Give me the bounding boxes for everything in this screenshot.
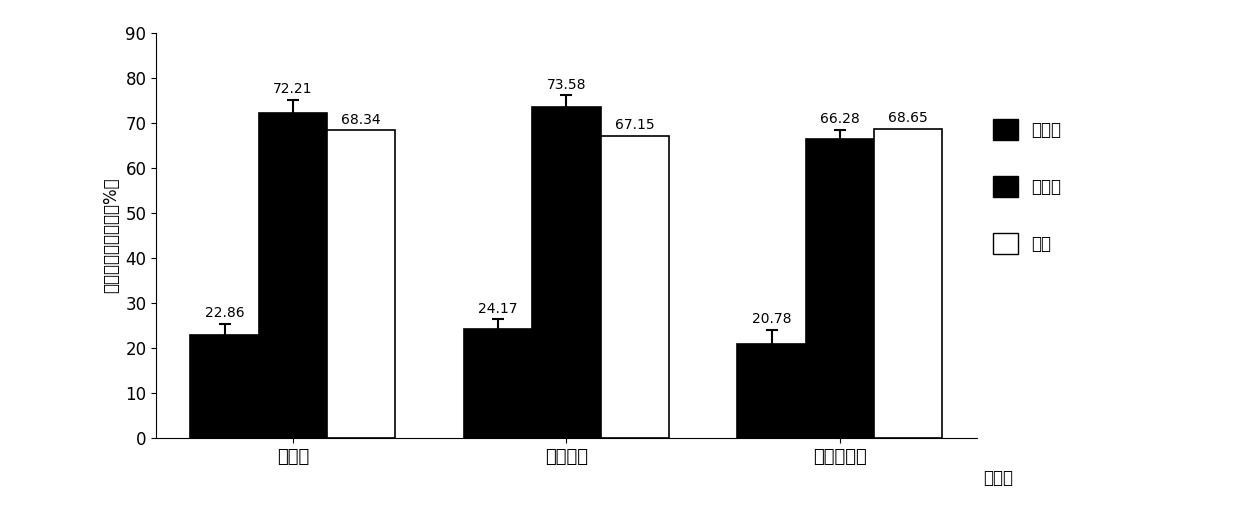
- Text: 试验区: 试验区: [984, 469, 1014, 487]
- Bar: [191, 335, 259, 438]
- Bar: [463, 329, 533, 438]
- Bar: [873, 129, 943, 438]
- Text: 20.78: 20.78: [752, 313, 792, 326]
- Bar: [533, 107, 601, 438]
- Text: 67.15: 67.15: [615, 118, 654, 132]
- Text: 66.28: 66.28: [820, 112, 860, 126]
- Bar: [259, 112, 327, 438]
- Text: 68.34: 68.34: [342, 112, 382, 127]
- Text: 72.21: 72.21: [273, 82, 312, 97]
- Text: 22.86: 22.86: [204, 306, 244, 320]
- Bar: [805, 139, 873, 438]
- Text: 24.17: 24.17: [478, 301, 518, 316]
- Legend: 放蜂区, 对照区, 防效: 放蜂区, 对照区, 防效: [994, 119, 1062, 254]
- Text: 73.58: 73.58: [546, 78, 586, 92]
- Bar: [737, 344, 805, 438]
- Bar: [601, 136, 669, 438]
- Text: 68.65: 68.65: [888, 111, 928, 125]
- Y-axis label: 百株被害茎数（防效%）: 百株被害茎数（防效%）: [102, 177, 120, 293]
- Bar: [327, 130, 395, 438]
